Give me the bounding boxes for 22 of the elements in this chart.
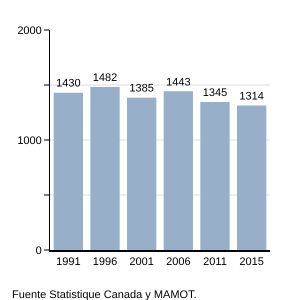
bar	[54, 92, 83, 250]
bar	[164, 91, 193, 250]
x-tick-label: 2015	[239, 256, 264, 268]
x-tick-label: 1991	[56, 256, 81, 268]
bar	[237, 105, 266, 250]
y-tick-label: 0	[36, 244, 42, 257]
source-note: Fuente Statistique Canada y MAMOT.	[12, 289, 197, 300]
x-tick-label: 2011	[203, 256, 227, 268]
x-tick-label: 2001	[129, 256, 154, 268]
x-tick-label: 2006	[166, 256, 191, 268]
bar	[90, 86, 120, 250]
data-label: 1314	[239, 90, 264, 102]
y-tick-label: 2000	[17, 24, 42, 37]
data-label: 1430	[56, 78, 81, 90]
data-label: 1482	[92, 72, 118, 84]
data-label: 1443	[166, 76, 191, 88]
bar	[200, 102, 230, 250]
y-tick-label: 1000	[17, 134, 42, 147]
data-label: 1345	[202, 87, 228, 100]
x-tick-label: 1996	[92, 256, 118, 268]
bar	[127, 98, 156, 250]
data-label: 1385	[129, 82, 154, 95]
